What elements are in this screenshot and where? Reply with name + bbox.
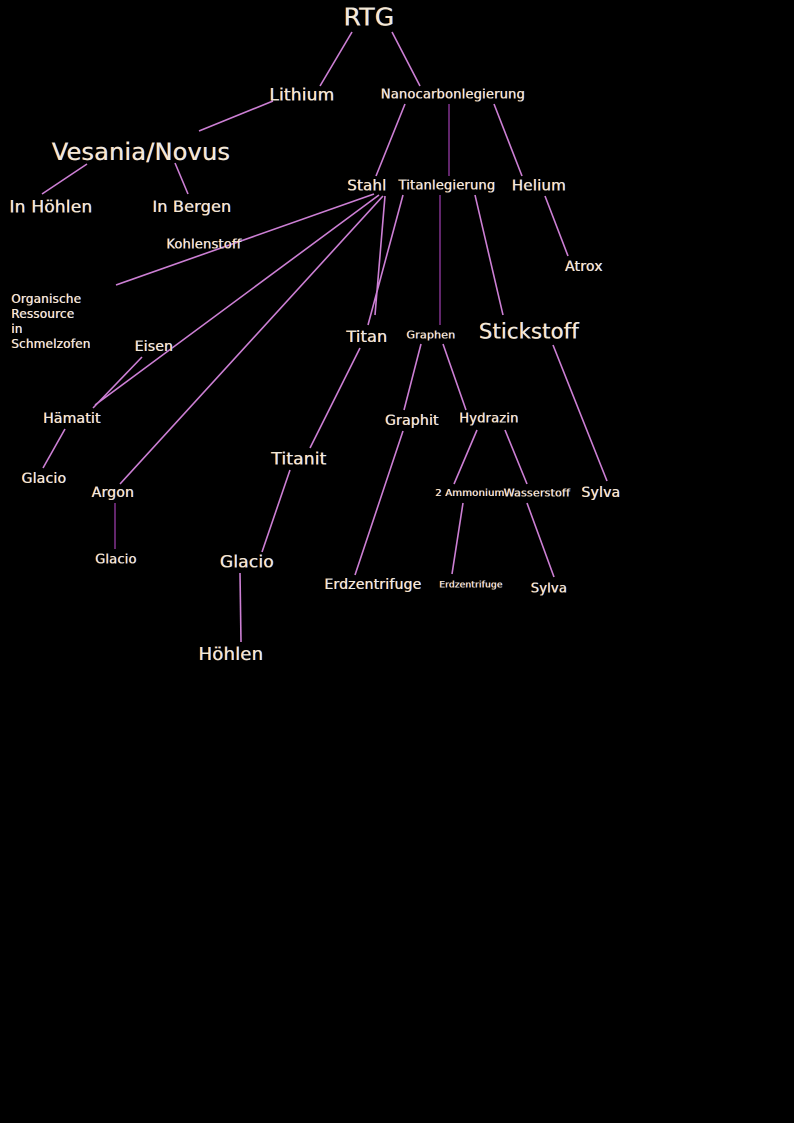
node-sylva-stickstoff[interactable]: Sylva (581, 485, 621, 501)
node-in-bergen[interactable]: In Bergen (152, 197, 232, 216)
edge-wasserstoff-sylva (526, 502, 555, 578)
node-hoehlen[interactable]: Höhlen (198, 644, 264, 665)
node-atrox[interactable]: Atrox (565, 259, 603, 275)
node-erdzentrifuge-a[interactable]: Erdzentrifuge (324, 577, 422, 593)
node-graphit[interactable]: Graphit (385, 413, 439, 429)
node-nanocarbonlegierung[interactable]: Nanocarbonlegierung (380, 87, 526, 103)
node-organische[interactable]: Organische Ressource in Schmelzofen (11, 292, 91, 351)
edge-graphit-erdzentrifuge (354, 430, 404, 576)
edge-hydrazin-wasserstoff (504, 429, 528, 485)
edge-titan-titanit (309, 347, 361, 449)
edge-stahl-titan (374, 195, 386, 316)
node-argon[interactable]: Argon (91, 485, 135, 501)
edge-helium-atrox (544, 195, 569, 257)
edge-rtg-lithium (319, 31, 353, 87)
edge-hydrazin-ammonium (453, 429, 478, 485)
node-helium[interactable]: Helium (511, 176, 567, 195)
node-vesania-novus[interactable]: Vesania/Novus (51, 138, 231, 166)
node-glacio-haematit[interactable]: Glacio (21, 471, 67, 487)
edge-stahl-eisen (94, 194, 380, 406)
node-graphen[interactable]: Graphen (406, 328, 456, 342)
edge-ammonium-erdzentrifuge (451, 502, 464, 575)
node-kohlenstoff[interactable]: Kohlenstoff (166, 237, 242, 253)
edge-haematit-glacio (42, 428, 66, 469)
edge-graphen-hydrazin (442, 343, 467, 411)
node-titan[interactable]: Titan (346, 327, 388, 346)
node-erdzentrifuge-b[interactable]: Erdzentrifuge (439, 580, 503, 591)
edge-stickstoff-sylva (552, 344, 608, 482)
edge-graphen-graphit (403, 343, 422, 411)
node-stickstoff[interactable]: Stickstoff (479, 319, 579, 344)
node-glacio-argon[interactable]: Glacio (95, 552, 137, 568)
node-glacio-titanit[interactable]: Glacio (220, 552, 274, 573)
edge-titanlegierung-stickstoff (474, 194, 504, 316)
edge-glacio-hoehlen (239, 572, 242, 643)
edge-titanit-glacio (261, 469, 291, 553)
node-titanit[interactable]: Titanit (271, 449, 327, 470)
node-in-hoehlen[interactable]: In Höhlen (9, 197, 93, 218)
node-lithium[interactable]: Lithium (269, 85, 335, 106)
node-titanlegierung[interactable]: Titanlegierung (398, 178, 496, 194)
node-hydrazin[interactable]: Hydrazin (459, 411, 519, 427)
edge-vesania-in-hoehlen (41, 163, 88, 195)
edge-rtg-nanocarbonlegierung (391, 31, 421, 87)
node-wasserstoff[interactable]: Wasserstoff (503, 486, 571, 500)
node-sylva-wasserstoff[interactable]: Sylva (530, 581, 568, 597)
node-eisen[interactable]: Eisen (134, 339, 174, 355)
node-rtg[interactable]: RTG (343, 2, 395, 32)
edge-nano-stahl (375, 103, 406, 177)
edge-nano-helium (493, 103, 523, 177)
node-haematit[interactable]: Hämatit (43, 411, 101, 427)
edge-lithium-vesania (198, 100, 274, 132)
edge-titanlegierung-titan (367, 194, 404, 326)
edge-eisen-haematit (92, 356, 143, 409)
node-stahl[interactable]: Stahl (347, 176, 387, 195)
edge-vesania-in-bergen (174, 162, 189, 195)
node-ammonium[interactable]: 2 Ammonium (435, 488, 505, 499)
